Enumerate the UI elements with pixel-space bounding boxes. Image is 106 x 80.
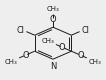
Text: Cl: Cl xyxy=(81,26,89,35)
Text: O: O xyxy=(77,51,84,60)
Text: CH₃: CH₃ xyxy=(47,6,59,12)
Text: O: O xyxy=(22,51,29,60)
Text: O: O xyxy=(50,15,56,24)
Text: CH₃: CH₃ xyxy=(89,59,102,65)
Text: N: N xyxy=(50,62,56,71)
Text: CH₃: CH₃ xyxy=(41,38,54,44)
Text: O: O xyxy=(59,43,66,52)
Text: Cl: Cl xyxy=(17,26,25,35)
Text: CH₃: CH₃ xyxy=(4,59,17,65)
